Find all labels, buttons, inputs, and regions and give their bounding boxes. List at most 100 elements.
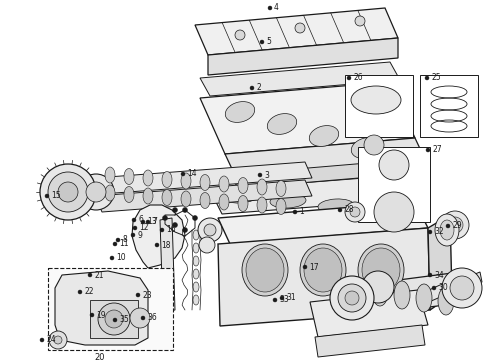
Ellipse shape [257, 179, 267, 195]
Polygon shape [315, 325, 425, 357]
Circle shape [355, 16, 365, 26]
Ellipse shape [270, 194, 306, 208]
Circle shape [172, 207, 177, 212]
Ellipse shape [246, 248, 284, 292]
Polygon shape [360, 272, 468, 315]
Ellipse shape [143, 170, 153, 186]
Text: 3: 3 [264, 171, 269, 180]
Circle shape [273, 298, 277, 302]
Ellipse shape [219, 176, 229, 192]
Text: 13: 13 [147, 217, 157, 226]
Ellipse shape [200, 193, 210, 208]
Circle shape [447, 217, 463, 233]
Circle shape [49, 331, 67, 349]
Bar [48, 268, 173, 350]
Ellipse shape [193, 282, 199, 292]
Circle shape [105, 310, 123, 328]
Circle shape [425, 76, 429, 80]
Ellipse shape [193, 295, 199, 305]
Circle shape [182, 207, 188, 212]
Circle shape [90, 313, 94, 317]
Circle shape [428, 230, 432, 234]
Circle shape [198, 218, 222, 242]
Ellipse shape [222, 189, 258, 203]
Circle shape [345, 291, 359, 305]
Circle shape [330, 276, 374, 320]
Circle shape [141, 316, 145, 320]
Ellipse shape [358, 244, 404, 296]
Text: 29: 29 [452, 221, 462, 230]
Text: 2: 2 [256, 84, 261, 93]
Circle shape [250, 86, 254, 90]
Ellipse shape [193, 256, 199, 266]
Text: 9: 9 [137, 230, 142, 239]
Ellipse shape [362, 248, 400, 292]
Bar [358, 147, 430, 222]
Circle shape [303, 265, 307, 269]
Circle shape [293, 210, 297, 214]
Ellipse shape [440, 220, 454, 240]
Polygon shape [418, 272, 482, 305]
Circle shape [338, 284, 366, 312]
Text: 27: 27 [432, 145, 441, 154]
Circle shape [116, 238, 120, 242]
Circle shape [163, 216, 168, 220]
Circle shape [235, 30, 245, 40]
Polygon shape [195, 8, 398, 55]
Circle shape [113, 318, 117, 322]
Circle shape [260, 40, 264, 44]
Circle shape [98, 303, 130, 335]
Polygon shape [225, 159, 430, 188]
Text: 28: 28 [344, 206, 353, 215]
Text: 26: 26 [353, 73, 363, 82]
Circle shape [347, 76, 351, 80]
Text: 30: 30 [438, 284, 448, 292]
Circle shape [136, 293, 140, 297]
Ellipse shape [105, 167, 115, 183]
Circle shape [40, 164, 96, 220]
Ellipse shape [181, 173, 191, 189]
Ellipse shape [276, 198, 286, 215]
Text: 5: 5 [266, 37, 271, 46]
Text: 17: 17 [309, 262, 318, 271]
Circle shape [268, 6, 272, 10]
Text: 36: 36 [147, 314, 157, 323]
Ellipse shape [372, 278, 388, 306]
Circle shape [364, 135, 384, 155]
Text: 20: 20 [95, 352, 105, 360]
Ellipse shape [219, 194, 229, 210]
Ellipse shape [257, 197, 267, 213]
Polygon shape [428, 215, 452, 310]
Circle shape [131, 233, 135, 237]
Bar [420, 75, 478, 137]
Circle shape [146, 220, 150, 224]
Circle shape [441, 211, 469, 239]
Ellipse shape [394, 281, 410, 309]
Ellipse shape [416, 284, 432, 312]
Circle shape [204, 224, 216, 236]
Text: 35: 35 [119, 315, 129, 324]
Text: 22: 22 [84, 288, 94, 297]
Circle shape [345, 202, 365, 222]
Circle shape [450, 276, 474, 300]
Circle shape [141, 220, 145, 224]
Circle shape [374, 192, 414, 232]
Ellipse shape [242, 244, 288, 296]
Circle shape [54, 336, 62, 344]
Text: 7: 7 [152, 217, 157, 226]
Text: 18: 18 [161, 240, 171, 249]
Text: 34: 34 [434, 270, 444, 279]
Text: 19: 19 [96, 310, 106, 320]
Ellipse shape [105, 185, 115, 201]
Ellipse shape [304, 248, 342, 292]
Ellipse shape [238, 177, 248, 194]
Ellipse shape [351, 138, 381, 158]
Text: 11: 11 [119, 239, 128, 248]
Circle shape [88, 273, 92, 277]
Circle shape [432, 286, 436, 290]
Ellipse shape [143, 188, 153, 204]
Text: 31: 31 [286, 293, 295, 302]
Polygon shape [55, 271, 148, 345]
Polygon shape [95, 162, 312, 194]
Text: 1: 1 [299, 207, 304, 216]
